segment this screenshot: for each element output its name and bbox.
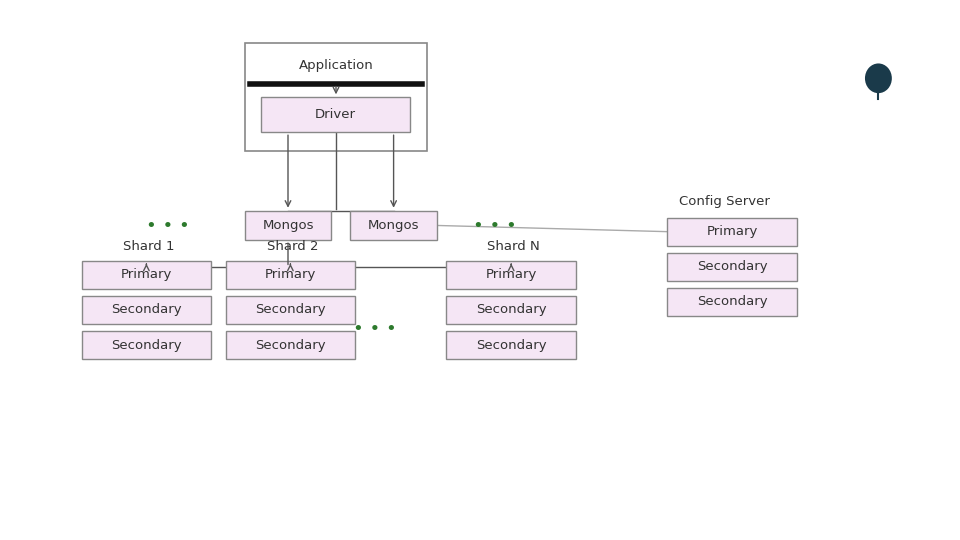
FancyBboxPatch shape — [261, 97, 410, 132]
Text: Mongos: Mongos — [262, 219, 314, 232]
Text: Config Server: Config Server — [680, 195, 770, 208]
FancyBboxPatch shape — [350, 211, 437, 240]
Text: Secondary: Secondary — [255, 339, 325, 352]
Ellipse shape — [865, 63, 892, 93]
Text: Primary: Primary — [486, 268, 537, 281]
FancyBboxPatch shape — [245, 211, 331, 240]
Text: Primary: Primary — [121, 268, 172, 281]
Text: • • •: • • • — [472, 217, 516, 235]
Text: Shard N: Shard N — [488, 240, 540, 253]
Text: Secondary: Secondary — [255, 303, 325, 316]
FancyBboxPatch shape — [667, 218, 797, 246]
FancyBboxPatch shape — [82, 261, 211, 289]
Text: Primary: Primary — [265, 268, 316, 281]
FancyBboxPatch shape — [226, 296, 355, 324]
Text: Application: Application — [299, 59, 373, 72]
FancyBboxPatch shape — [667, 288, 797, 316]
Text: Secondary: Secondary — [697, 260, 767, 273]
Text: Secondary: Secondary — [697, 295, 767, 308]
Text: Secondary: Secondary — [111, 303, 181, 316]
Text: Secondary: Secondary — [111, 339, 181, 352]
FancyBboxPatch shape — [667, 253, 797, 281]
FancyBboxPatch shape — [226, 261, 355, 289]
Text: Driver: Driver — [315, 108, 356, 122]
Text: Mongos: Mongos — [368, 219, 420, 232]
Text: • • •: • • • — [146, 217, 190, 235]
FancyBboxPatch shape — [226, 331, 355, 359]
Text: Primary: Primary — [707, 225, 757, 238]
Text: • • •: • • • — [352, 320, 396, 339]
FancyBboxPatch shape — [82, 331, 211, 359]
FancyBboxPatch shape — [446, 261, 576, 289]
FancyBboxPatch shape — [446, 296, 576, 324]
FancyBboxPatch shape — [446, 331, 576, 359]
Text: Shard 1: Shard 1 — [123, 240, 175, 253]
FancyBboxPatch shape — [245, 43, 427, 151]
Text: Shard 2: Shard 2 — [267, 240, 319, 253]
Text: Secondary: Secondary — [476, 339, 546, 352]
Text: Secondary: Secondary — [476, 303, 546, 316]
FancyBboxPatch shape — [82, 296, 211, 324]
